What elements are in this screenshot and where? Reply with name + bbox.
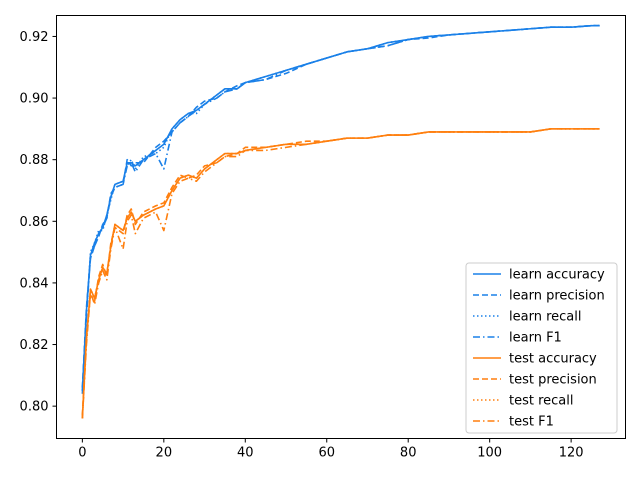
legend-box <box>465 262 618 434</box>
x-tick-label-4: 80 <box>400 446 417 461</box>
legend-label-7: test F1 <box>509 415 554 430</box>
x-tick-label-2: 40 <box>237 446 254 461</box>
legend-label-5: test precision <box>509 373 597 388</box>
legend-label-0: learn accuracy <box>509 268 605 283</box>
axes-frame <box>56 15 626 439</box>
legend-label-6: test recall <box>509 394 574 409</box>
x-tick-label-5: 100 <box>477 446 502 461</box>
y-axis: 0.80 0.82 0.84 0.86 0.88 0.90 0.92 <box>20 30 57 415</box>
legend-label-1: learn precision <box>509 289 605 304</box>
y-tick-label-3: 0.86 <box>20 215 49 230</box>
legend-label-2: learn recall <box>509 310 581 325</box>
series-line-3 <box>81 24 600 394</box>
y-tick-label-2: 0.84 <box>20 276 49 291</box>
y-tick-label-6: 0.92 <box>20 30 49 45</box>
x-axis: 0 20 40 60 80 100 120 <box>78 438 584 461</box>
plot-area <box>81 24 600 419</box>
x-tick-label-1: 20 <box>156 446 173 461</box>
x-tick-label-0: 0 <box>78 446 86 461</box>
legend: learn accuracy learn precision learn recal… <box>465 262 618 434</box>
legend-label-3: learn F1 <box>509 331 562 346</box>
series-line-2 <box>81 24 600 391</box>
y-tick-label-4: 0.88 <box>20 153 49 168</box>
y-tick-label-1: 0.82 <box>20 338 49 353</box>
y-tick-label-5: 0.90 <box>20 92 49 107</box>
series-line-6 <box>81 128 600 419</box>
x-tick-label-6: 120 <box>559 446 584 461</box>
legend-label-4: test accuracy <box>509 352 597 367</box>
x-tick-label-3: 60 <box>318 446 335 461</box>
y-tick-label-0: 0.80 <box>20 400 49 415</box>
